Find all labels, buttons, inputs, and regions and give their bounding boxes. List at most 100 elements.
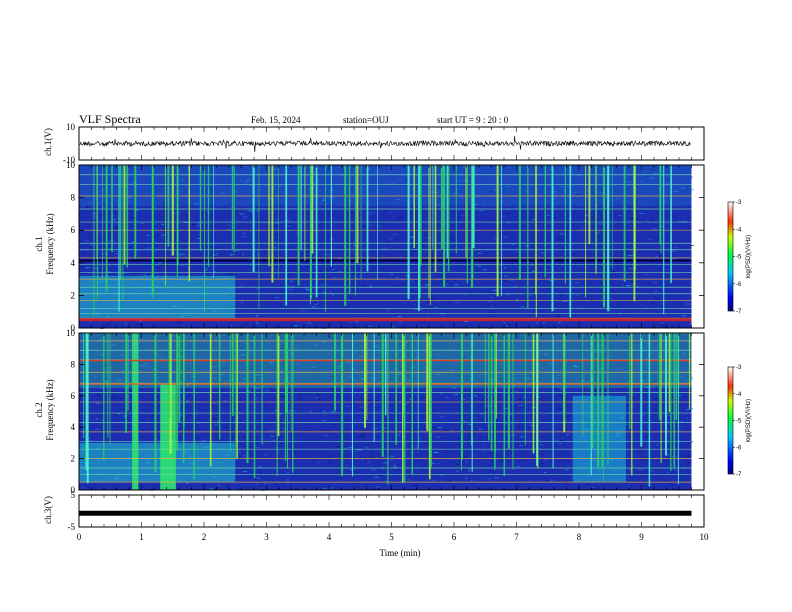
spec1-noise (421, 291, 425, 293)
spec2-noise (500, 460, 504, 462)
spec1-noise (379, 275, 383, 277)
spec1-noise (574, 191, 578, 193)
spec1-noise (656, 255, 659, 257)
spec1-noise (213, 178, 218, 180)
spec2-noise (496, 335, 498, 337)
spec2-noise (93, 376, 96, 378)
spec1-noise (649, 177, 655, 179)
spec1-noise (286, 274, 292, 276)
spec2-noise (99, 387, 105, 389)
spec1-noise (369, 224, 373, 226)
spec2-noise (356, 486, 360, 488)
spec1-noise (661, 225, 664, 227)
spec1-noise (686, 204, 692, 206)
spec1-noise (502, 212, 507, 214)
spec2-emission-band (572, 395, 626, 483)
spec1-noise (101, 187, 106, 189)
spec1-noise (102, 253, 107, 255)
spec2-noise (464, 420, 466, 422)
spec1-noise (88, 202, 93, 204)
spec2-noise (623, 346, 628, 348)
spec1-noise (589, 298, 594, 300)
spec2-noise (457, 371, 461, 373)
spec1-noise (490, 234, 492, 236)
colorbar1-tick-label: -7 (736, 309, 742, 315)
spec2-noise (269, 333, 274, 335)
spec1-noise (550, 169, 552, 170)
spec2-noise (397, 469, 401, 471)
spec1-noise (266, 259, 270, 260)
spec1-noise (244, 323, 248, 325)
spec1-noise (554, 286, 556, 288)
spec1-noise (503, 215, 506, 217)
spec2-noise (151, 415, 156, 417)
spec2-noise (414, 485, 419, 487)
spec2-noise (203, 337, 209, 339)
spec1-noise (318, 281, 323, 283)
spec1-noise (212, 254, 218, 256)
spec2-noise (390, 459, 393, 461)
spec2-noise (158, 367, 160, 369)
spec2-noise (207, 350, 210, 352)
spec1-noise (477, 252, 482, 254)
spec1-noise (655, 299, 660, 301)
spec2-noise (482, 434, 486, 436)
spec1-noise (272, 188, 275, 190)
spec1-noise (114, 227, 120, 229)
spec2-noise (424, 426, 427, 428)
spec1-noise (584, 215, 590, 217)
spec2-noise (433, 452, 438, 453)
spec1-noise (626, 181, 632, 183)
spec2-noise (328, 455, 333, 457)
spec1-noise (138, 320, 142, 322)
spec2-noise (435, 337, 441, 339)
spec2-noise (295, 357, 298, 359)
spec1-noise (132, 217, 136, 219)
spec2-noise (256, 483, 258, 485)
spec1-noise (507, 249, 510, 251)
spec1-noise (630, 218, 634, 220)
spec1-noise (314, 303, 318, 305)
spec1-noise (81, 266, 84, 268)
spec2-noise (412, 447, 415, 449)
spec1-noise (81, 206, 85, 208)
spec1-noise (213, 271, 217, 273)
spec2-noise (89, 354, 94, 356)
spec1-noise (400, 180, 405, 182)
spec1-noise (268, 197, 272, 199)
spec1-noise (575, 282, 580, 284)
spec1-ytick-label: 6 (71, 225, 76, 235)
spec1-noise (308, 188, 310, 190)
spec2-noise (180, 414, 183, 416)
spec2-noise (408, 475, 411, 477)
spec2-noise (447, 480, 452, 482)
spec1-noise (147, 235, 150, 236)
spec2-noise (445, 363, 448, 365)
spec1-noise (578, 265, 580, 267)
spec2-noise (283, 370, 285, 372)
spec2-noise (650, 352, 654, 354)
spec2-noise (362, 410, 364, 412)
spec2-noise (404, 405, 408, 407)
spec2-noise (407, 379, 411, 381)
spec2-noise (421, 460, 424, 462)
spec1-noise (341, 175, 347, 176)
colorbar1-tick-label: -3 (736, 200, 742, 206)
spec2-noise (329, 433, 334, 435)
spec2-ytick-label: 4 (71, 422, 76, 432)
spec2-noise (453, 394, 458, 396)
spec2-noise (269, 361, 274, 363)
spec2-noise (190, 334, 194, 336)
spec1-noise (132, 183, 136, 185)
spec2-noise (246, 390, 252, 392)
spec2-noise (623, 334, 626, 336)
spec1-noise (449, 229, 453, 231)
spec2-noise (463, 356, 467, 358)
spec2-noise (374, 428, 378, 429)
spec1-noise (362, 316, 365, 318)
spec2-noise (326, 404, 329, 406)
spec1-noise (543, 171, 549, 173)
spec2-noise (337, 341, 342, 343)
spec2-noise (572, 365, 577, 367)
